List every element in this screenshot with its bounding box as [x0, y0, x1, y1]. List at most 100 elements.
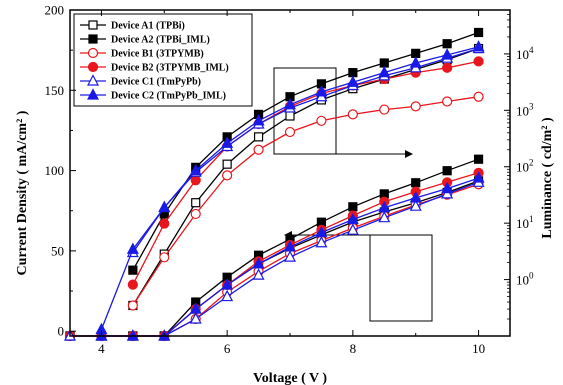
triangle-marker	[378, 201, 391, 213]
x-tick-label: 4	[98, 341, 105, 356]
triangle-marker	[284, 250, 296, 262]
square-marker	[411, 48, 421, 58]
triangle-marker	[221, 278, 234, 290]
circle-marker	[473, 56, 484, 67]
y-right-tick-exponent: 3	[529, 101, 534, 111]
y-right-axis-title: Luminance ( cd/m² )	[540, 117, 555, 239]
chart-marks	[64, 27, 485, 342]
triangle-marker	[87, 88, 99, 100]
circle-marker	[253, 144, 264, 155]
triangle-marker	[158, 200, 171, 213]
y-right-tick-exponent: 2	[529, 158, 534, 168]
triangle-marker	[346, 212, 359, 225]
y-right-tick-label: 102	[516, 158, 534, 175]
circle-marker	[347, 109, 358, 120]
legend-entry: Device C2 (TmPyPb_IML)	[80, 88, 226, 102]
x-tick-label: 10	[472, 341, 485, 356]
y-tick-label: 200	[45, 3, 65, 18]
x-tick-label: 8	[350, 341, 357, 356]
circle-marker	[379, 104, 390, 115]
legend-entry: Device A2 (TPBi_IML)	[80, 34, 210, 46]
circle-marker	[442, 62, 453, 73]
square-marker	[442, 166, 452, 176]
y-right-tick-exponent: 1	[529, 214, 534, 224]
y-right-tick-exponent: 4	[529, 45, 534, 55]
triangle-marker	[441, 181, 454, 194]
circle-marker	[127, 279, 138, 290]
circle-marker	[473, 91, 484, 102]
circle-marker	[190, 208, 201, 220]
triangle-marker	[189, 312, 202, 324]
square-marker	[473, 27, 484, 38]
circle-marker	[222, 170, 233, 181]
triangle-marker	[189, 163, 202, 176]
square-marker	[128, 265, 138, 275]
legend-label: Device A2 (TPBi_IML)	[111, 35, 210, 46]
y-tick-label: 50	[51, 243, 64, 258]
square-marker	[411, 178, 421, 188]
triangle-marker	[315, 225, 328, 238]
legend-entry: Device A1 (TPBi)	[80, 20, 185, 32]
square-marker	[442, 39, 452, 49]
triangle-marker	[284, 240, 296, 252]
triangle-marker	[346, 75, 359, 87]
square-marker	[222, 159, 232, 169]
y-tick-label: 100	[45, 163, 65, 178]
series-2-current	[65, 154, 484, 341]
series-3-luminance-line	[132, 96, 479, 306]
legend-entry: Device C1 (TmPyPb)	[80, 74, 201, 88]
triangle-marker	[409, 56, 422, 68]
square-marker	[191, 198, 201, 208]
triangle-marker	[189, 302, 202, 314]
circle-marker	[190, 175, 201, 186]
circle-marker	[87, 61, 99, 73]
legend-entry: Device B1 (3TPYMB)	[80, 47, 204, 60]
triangle-marker	[252, 257, 265, 269]
triangle-marker	[378, 210, 391, 223]
y-tick-label: 150	[45, 83, 65, 98]
series-1-luminance-line	[132, 47, 479, 306]
triangle-marker	[315, 85, 328, 97]
legend-entry: Device B2 (3TPYMB_IML)	[80, 61, 229, 74]
plot-area	[273, 67, 433, 322]
x-tick-label: 6	[224, 341, 231, 356]
triangle-marker	[252, 114, 265, 126]
triangle-marker	[378, 65, 391, 78]
legend-label: Device C1 (TmPyPb)	[111, 77, 201, 88]
circle-marker	[442, 96, 453, 107]
triangle-marker	[252, 268, 265, 280]
series-6-luminance	[95, 40, 485, 335]
triangle-marker	[346, 223, 359, 235]
square-marker	[253, 132, 264, 142]
y-axis-title: Current Density ( mA/cm² )	[15, 110, 30, 275]
square-marker	[285, 111, 295, 121]
triangle-marker	[126, 242, 139, 254]
series-3-luminance	[127, 91, 484, 311]
series-4-current	[64, 167, 484, 342]
y-right-tick-label: 101	[516, 214, 534, 231]
circle-marker	[316, 115, 327, 126]
triangle-marker	[221, 136, 234, 148]
square-marker	[88, 34, 98, 44]
circle-marker	[159, 218, 170, 229]
legend-box	[73, 13, 253, 107]
triangle-marker	[472, 171, 485, 183]
circle-marker	[87, 47, 99, 59]
triangle-marker	[87, 74, 99, 86]
triangle-marker	[221, 289, 234, 302]
triangle-marker	[409, 191, 422, 203]
legend-label: Device B1 (3TPYMB)	[111, 49, 204, 60]
y-tick-label: 0	[58, 324, 65, 339]
y-right-tick-label: 100	[516, 271, 534, 288]
circle-marker	[127, 300, 138, 311]
y-right-tick-exponent: 0	[529, 271, 534, 281]
x-axis-title: Voltage ( V )	[253, 371, 327, 385]
triangle-marker	[315, 235, 328, 248]
square-marker	[348, 68, 358, 78]
legend-label: Device C2 (TmPyPb_IML)	[111, 91, 226, 102]
y-right-tick-label: 104	[516, 45, 534, 62]
square-marker	[348, 202, 358, 212]
circle-marker	[159, 252, 170, 263]
